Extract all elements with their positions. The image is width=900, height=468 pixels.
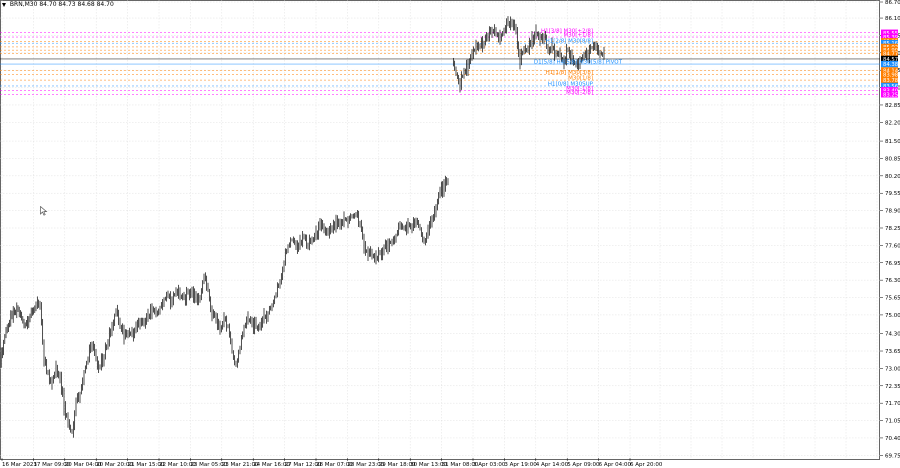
x-tick-label: 6 Apr 04:00 bbox=[599, 462, 632, 468]
y-tick-label: 77.60 bbox=[885, 243, 900, 249]
price-tag bbox=[881, 33, 898, 41]
price-tag bbox=[881, 39, 898, 47]
x-tick-label: 27 Mar 12:00 bbox=[285, 462, 322, 468]
y-tick-label: 75.00 bbox=[885, 313, 900, 319]
level-label: M30[1/8] bbox=[568, 76, 593, 82]
symbol-label: BRN,M30 bbox=[9, 1, 38, 8]
x-tick-label: 28 Mar 07:00 bbox=[316, 462, 353, 468]
price-tag-label: 83.56 bbox=[883, 84, 899, 90]
price-tag bbox=[881, 87, 898, 94]
price-tag-label: 83.78 bbox=[883, 78, 899, 84]
x-tick-label: 24 Mar 16:00 bbox=[253, 462, 290, 468]
x-tick-label: 28 Mar 23:00 bbox=[347, 462, 384, 468]
price-tag-label: 84.57 bbox=[883, 57, 898, 63]
price-tag bbox=[881, 50, 898, 57]
x-tick-label: 16 Mar 2023 bbox=[2, 462, 37, 468]
price-tag bbox=[881, 82, 898, 90]
price-tag bbox=[881, 71, 898, 78]
x-tick-label: 22 Mar 10:00 bbox=[159, 462, 196, 468]
y-tick-label: 78.25 bbox=[885, 226, 900, 232]
chart-header: BRN,M30 84.70 84.73 84.68 84.70 bbox=[2, 1, 114, 8]
y-tick-label: 86.70 bbox=[885, 0, 900, 6]
level-label: H1[0/8] M30SUP bbox=[548, 81, 594, 87]
level-label: H1[1/8] M30[3/8] bbox=[546, 70, 593, 76]
price-tag bbox=[881, 55, 898, 63]
y-tick-label: 79.55 bbox=[885, 191, 900, 197]
x-tick-label: 17 Mar 09:00 bbox=[33, 462, 70, 468]
plot-frame bbox=[0, 0, 880, 460]
x-tick-label: 20 Mar 04:00 bbox=[65, 462, 102, 468]
y-tick-label: 76.95 bbox=[885, 261, 900, 267]
x-tick-label: 20 Mar 20:00 bbox=[96, 462, 133, 468]
x-tick-label: 4 Apr 14:00 bbox=[536, 462, 569, 468]
price-tag bbox=[881, 46, 898, 54]
x-tick-label: 5 Apr 09:00 bbox=[567, 462, 600, 468]
price-tag-label: 84.38 bbox=[883, 62, 899, 68]
y-tick-label: 71.70 bbox=[885, 401, 900, 407]
price-tag-label: 83.25 bbox=[883, 92, 898, 98]
price-tag bbox=[881, 67, 898, 74]
price-tag-label: 84.14 bbox=[883, 68, 899, 74]
y-tick-label: 78.90 bbox=[885, 209, 900, 215]
triangle-down-icon[interactable] bbox=[2, 2, 6, 7]
level-label: M30[+1/8] bbox=[564, 33, 594, 39]
x-tick-label: 30 Mar 13:00 bbox=[410, 462, 447, 468]
y-tick-label: 73.00 bbox=[885, 366, 900, 372]
y-tick-label: 73.65 bbox=[885, 349, 900, 355]
x-tick-label: 3 Apr 19:00 bbox=[504, 462, 537, 468]
y-tick-label: 81.50 bbox=[885, 139, 900, 145]
x-tick-label: 23 Mar 05:00 bbox=[190, 462, 227, 468]
x-tick-label: 6 Apr 20:00 bbox=[630, 462, 663, 468]
y-tick-label: 80.20 bbox=[885, 174, 900, 180]
x-tick-label: 29 Mar 18:00 bbox=[379, 462, 416, 468]
price-tag-label: 83.98 bbox=[883, 73, 899, 79]
price-tag bbox=[881, 60, 898, 68]
price-tag bbox=[881, 43, 898, 51]
mouse-pointer-icon bbox=[40, 206, 48, 216]
x-tick-label: 23 Mar 21:00 bbox=[222, 462, 259, 468]
level-label: H1[2/8] M30[8/8] bbox=[546, 39, 593, 45]
x-tick-label: 3 Apr 03:00 bbox=[473, 462, 506, 468]
y-tick-label: 70.40 bbox=[885, 436, 900, 442]
y-tick-label: 86.10 bbox=[885, 16, 900, 22]
price-tag-label: 85.55 bbox=[883, 31, 898, 37]
x-tick-label: 31 Mar 08:00 bbox=[442, 462, 479, 468]
price-tag-label: 85.39 bbox=[883, 35, 898, 41]
level-label: H1[3/8] M30[+2/8] bbox=[541, 28, 593, 34]
y-tick-label: 69.75 bbox=[885, 453, 900, 459]
price-tag bbox=[881, 29, 898, 36]
x-tick-label: 21 Mar 15:00 bbox=[128, 462, 165, 468]
y-tick-label: 80.85 bbox=[885, 156, 900, 162]
y-tick-label: 72.35 bbox=[885, 384, 900, 390]
y-tick-label: 82.85 bbox=[885, 103, 900, 109]
price-tag-label: 84.77 bbox=[883, 52, 898, 58]
level-label: M30[-1/8] bbox=[566, 86, 593, 92]
y-tick-label: 82.20 bbox=[885, 120, 900, 126]
y-tick-label: 75.65 bbox=[885, 296, 900, 302]
ohlc-label: 84.70 84.73 84.68 84.70 bbox=[39, 1, 114, 8]
y-tick-label: 74.30 bbox=[885, 332, 900, 338]
level-label: M30[-2/8] bbox=[566, 90, 593, 96]
price-tag bbox=[881, 76, 898, 84]
level-label: D1[5/8] H4[5/8] M30[5/8] PIVOT bbox=[534, 60, 623, 66]
y-tick-label: 76.30 bbox=[885, 278, 900, 284]
price-tag bbox=[881, 91, 898, 98]
y-tick-label: 71.05 bbox=[885, 419, 900, 425]
